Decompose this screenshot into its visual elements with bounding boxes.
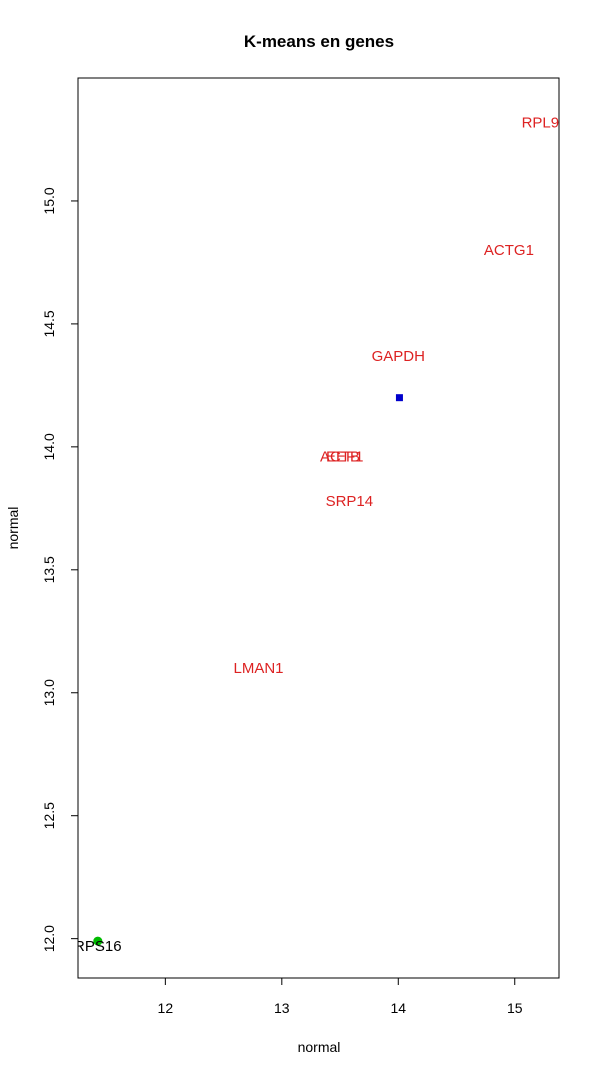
y-tick-label-6: 15.0: [41, 187, 57, 214]
y-tick-label-2: 13.0: [41, 679, 57, 706]
x-tick-label-2: 14: [390, 1000, 406, 1016]
point-label-actg1: ACTG1: [484, 242, 534, 259]
y-axis: 12.0 12.5 13.0 13.5 14.0 14.5 15.0: [41, 187, 78, 952]
centroid-marker-1: [93, 936, 103, 946]
point-label-lman1: LMAN1: [234, 660, 284, 677]
x-axis-label: normal: [298, 1039, 341, 1055]
point-label-rpl9: RPL9: [522, 114, 560, 131]
y-tick-label-0: 12.0: [41, 925, 57, 952]
point-label-srp14: SRP14: [326, 493, 374, 510]
chart-title: K-means en genes: [244, 32, 394, 51]
y-axis-label: normal: [5, 507, 21, 550]
y-tick-label-5: 14.5: [41, 310, 57, 337]
point-label-actb: ACTB: [320, 449, 360, 466]
point-label-gapdh: GAPDH: [372, 348, 425, 365]
plot-frame: [77, 77, 560, 979]
point-label-eef1: EEF1: [326, 449, 364, 466]
centroid-marker-0: [395, 394, 403, 402]
y-tick-label-4: 14.0: [41, 433, 57, 460]
y-tick-label-3: 13.5: [41, 556, 57, 583]
x-tick-label-1: 13: [274, 1000, 290, 1016]
y-tick-label-1: 12.5: [41, 802, 57, 829]
x-tick-label-3: 15: [507, 1000, 523, 1016]
x-tick-label-0: 12: [158, 1000, 174, 1016]
x-axis: 12 13 14 15: [158, 978, 523, 1016]
point-label-rps16: RPS16: [74, 938, 122, 955]
